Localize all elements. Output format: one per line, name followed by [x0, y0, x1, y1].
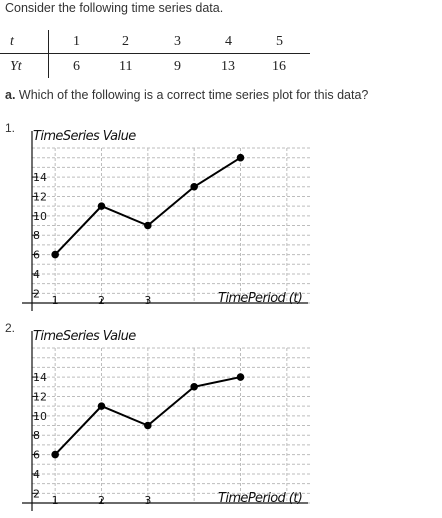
y-tick-label: 10 [33, 210, 47, 223]
table-y-cell: 13 [221, 59, 235, 74]
table-y-cell: 16 [272, 59, 286, 74]
x-tick-label: 3 [144, 294, 151, 307]
y-tick-label: 2 [33, 487, 40, 500]
x-tick-label: 2 [98, 494, 105, 507]
table-y-cell: 9 [174, 59, 181, 74]
table-header-y-label: Yt [10, 59, 22, 74]
data-point [144, 221, 152, 230]
data-point [236, 153, 245, 162]
table-t-cell: 3 [174, 34, 181, 49]
data-point [236, 373, 245, 381]
y-tick-label: 6 [33, 249, 40, 262]
y-tick-label: 12 [33, 190, 47, 203]
y-tick-label: 4 [33, 268, 40, 281]
x-tick-label: 3 [144, 494, 151, 507]
table-t-cell: 1 [73, 34, 80, 49]
question-prefix: a. [5, 88, 16, 102]
data-point [144, 421, 152, 430]
table-t-cell: 5 [276, 34, 283, 49]
question-text: Which of the following is a correct time… [18, 88, 369, 102]
x-axis-title: TimePeriod (t) [218, 291, 302, 306]
y-tick-label: 4 [33, 468, 40, 481]
y-tick-label: 14 [33, 371, 47, 384]
option-2-number[interactable]: 2. [5, 321, 16, 335]
option-1-number[interactable]: 1. [5, 121, 16, 135]
y-tick-label: 10 [33, 410, 47, 423]
y-tick-label: 8 [33, 229, 40, 242]
data-point [51, 450, 59, 459]
y-tick-label: 8 [33, 429, 40, 442]
data-table: t Yt 1 2 3 4 5 6 11 9 13 16 [0, 30, 310, 78]
table-y-cell: 11 [119, 59, 133, 74]
question-a: a. Which of the following is a correct t… [5, 88, 368, 102]
table-vertical-rule [48, 30, 49, 78]
table-horizontal-rule [0, 53, 310, 54]
x-tick-label: 2 [98, 294, 105, 307]
table-t-cell: 2 [122, 34, 129, 49]
y-tick-label: 6 [33, 449, 40, 462]
table-y-cell: 6 [73, 59, 80, 74]
x-tick-label: 1 [52, 294, 59, 307]
y-tick-label: 2 [33, 287, 40, 300]
table-header-t: t [10, 34, 14, 49]
y-tick-label: 14 [33, 171, 47, 184]
y-axis-title: TimeSeries Value [33, 129, 136, 144]
data-point [51, 250, 59, 259]
table-t-cell: 4 [225, 34, 232, 49]
data-point [97, 202, 106, 210]
intro-text: Consider the following time series data. [5, 1, 224, 15]
x-axis-title: TimePeriod (t) [218, 491, 302, 506]
table-header-y: Yt [10, 59, 22, 75]
y-tick-label: 12 [33, 390, 47, 403]
data-point [97, 402, 106, 410]
data-point [190, 182, 198, 191]
y-axis-title: TimeSeries Value [33, 329, 136, 344]
x-tick-label: 1 [52, 494, 59, 507]
data-point [190, 382, 198, 391]
